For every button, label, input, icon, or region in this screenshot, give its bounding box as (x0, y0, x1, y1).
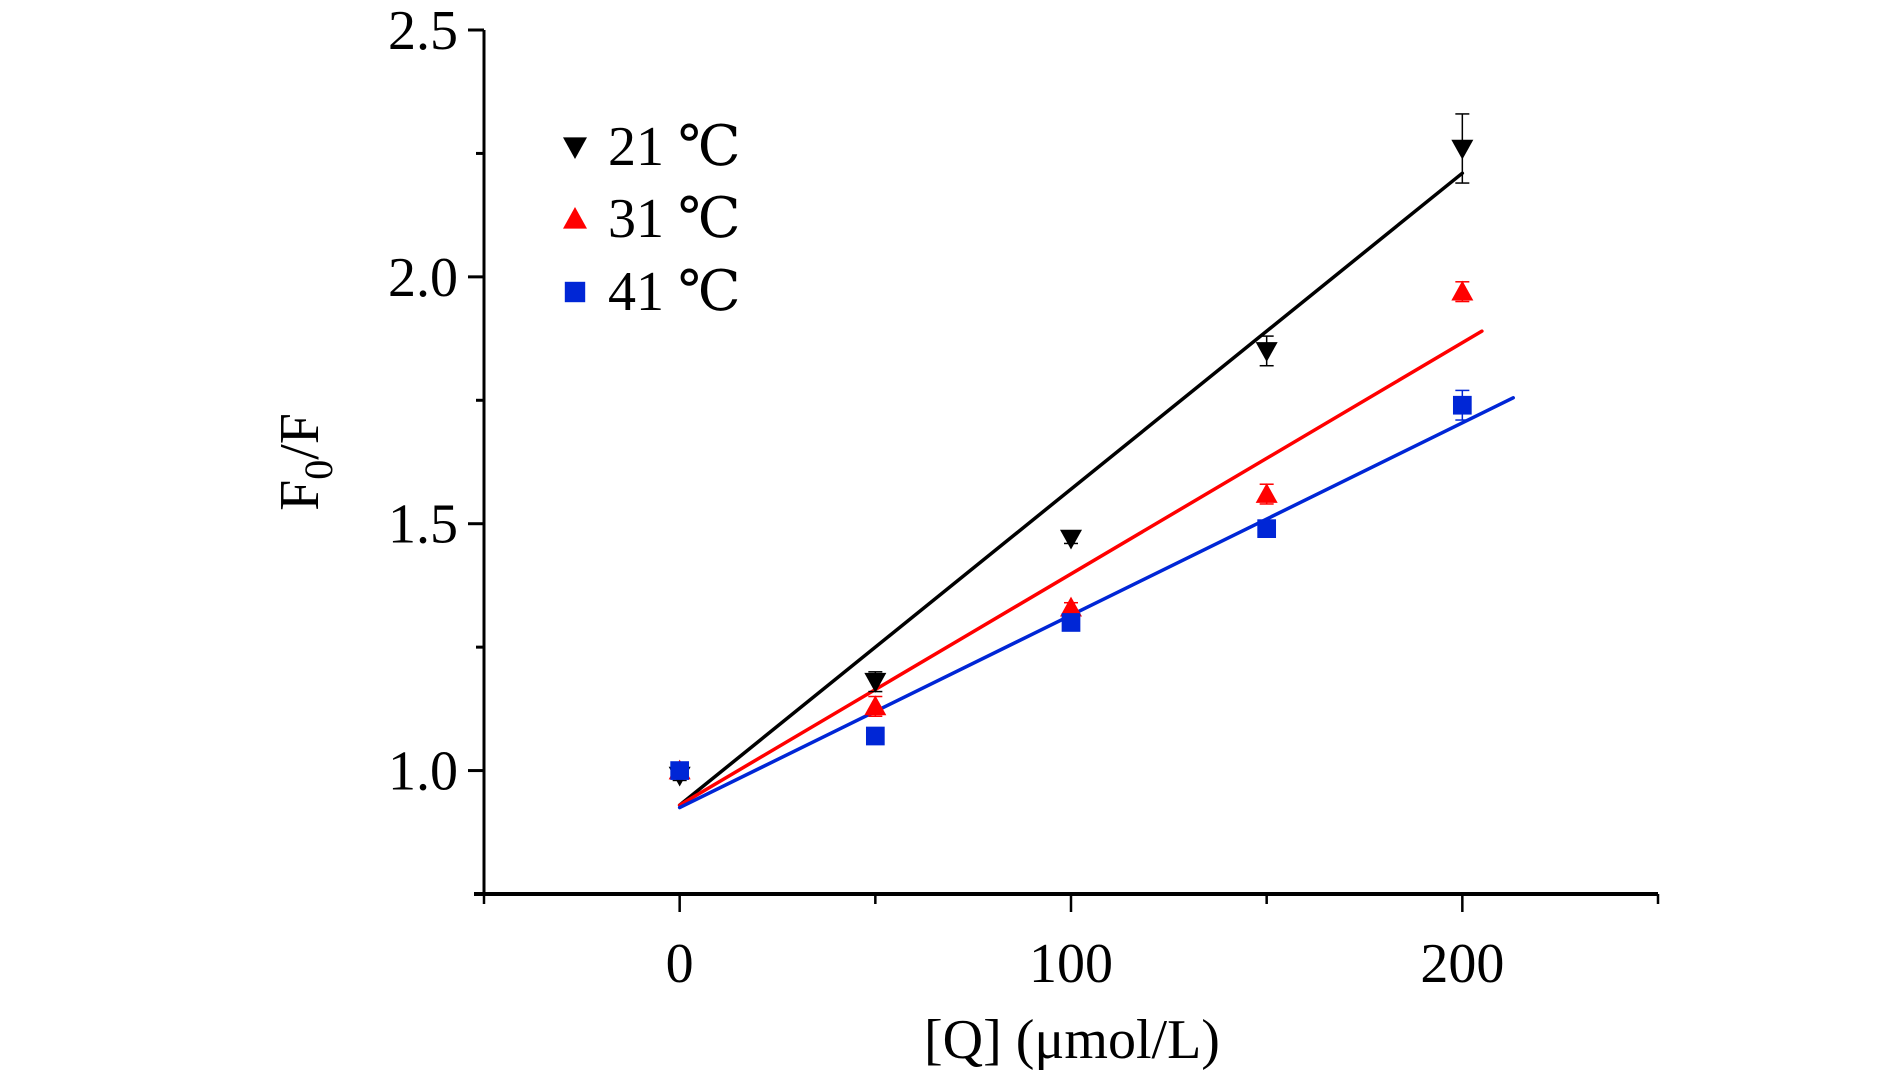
y-tick-label: 2.0 (388, 247, 458, 309)
y-axis-title-main: F (269, 480, 331, 511)
data-point (1061, 613, 1081, 632)
y-tick-label: 1.5 (388, 494, 458, 556)
x-tick-label: 0 (666, 933, 694, 995)
legend-label: 41 ℃ (608, 261, 741, 323)
y-tick-label: 2.5 (388, 0, 458, 62)
data-point (1451, 280, 1474, 301)
axes: 1.0 1.5 2.0 2.5 0 100 200 (388, 0, 1660, 995)
data-point (864, 672, 887, 693)
x-tick-label: 200 (1420, 933, 1504, 995)
data-point (864, 695, 887, 716)
x-tick-label: 100 (1029, 933, 1113, 995)
series-1-points (668, 113, 1474, 787)
data-point (865, 726, 885, 746)
legend-marker-triangle-down (563, 137, 587, 159)
legend-item-1: 21 ℃ (563, 116, 741, 178)
fit-line-2 (677, 329, 1484, 807)
legend-item-2: 31 ℃ (563, 188, 741, 250)
fit-line-3 (677, 396, 1515, 810)
legend: 21 ℃ 31 ℃ 41 ℃ (563, 116, 741, 323)
x-axis-title: [Q] (μmol/L) (924, 1009, 1220, 1071)
legend-marker-triangle-up (563, 207, 587, 229)
data-point (1255, 342, 1278, 362)
legend-label: 21 ℃ (608, 116, 741, 178)
data-point (670, 761, 690, 780)
y-axis-title: F0/F (269, 413, 341, 511)
data-points (668, 113, 1474, 787)
series-3-points (670, 389, 1472, 780)
legend-item-3: 41 ℃ (564, 261, 741, 323)
legend-label: 31 ℃ (608, 188, 741, 250)
y-tick-label: 1.0 (388, 741, 458, 803)
data-point (1060, 529, 1082, 550)
data-point (1451, 139, 1474, 160)
data-point (1060, 596, 1082, 617)
legend-marker-square (564, 281, 586, 303)
data-point (1257, 519, 1277, 539)
data-point (1255, 483, 1278, 503)
data-point (1452, 395, 1472, 415)
y-axis-title-tail: /F (269, 413, 331, 460)
fit-lines (677, 171, 1515, 810)
y-axis-title-subscript: 0 (296, 460, 341, 480)
fit-line-1 (677, 171, 1465, 807)
